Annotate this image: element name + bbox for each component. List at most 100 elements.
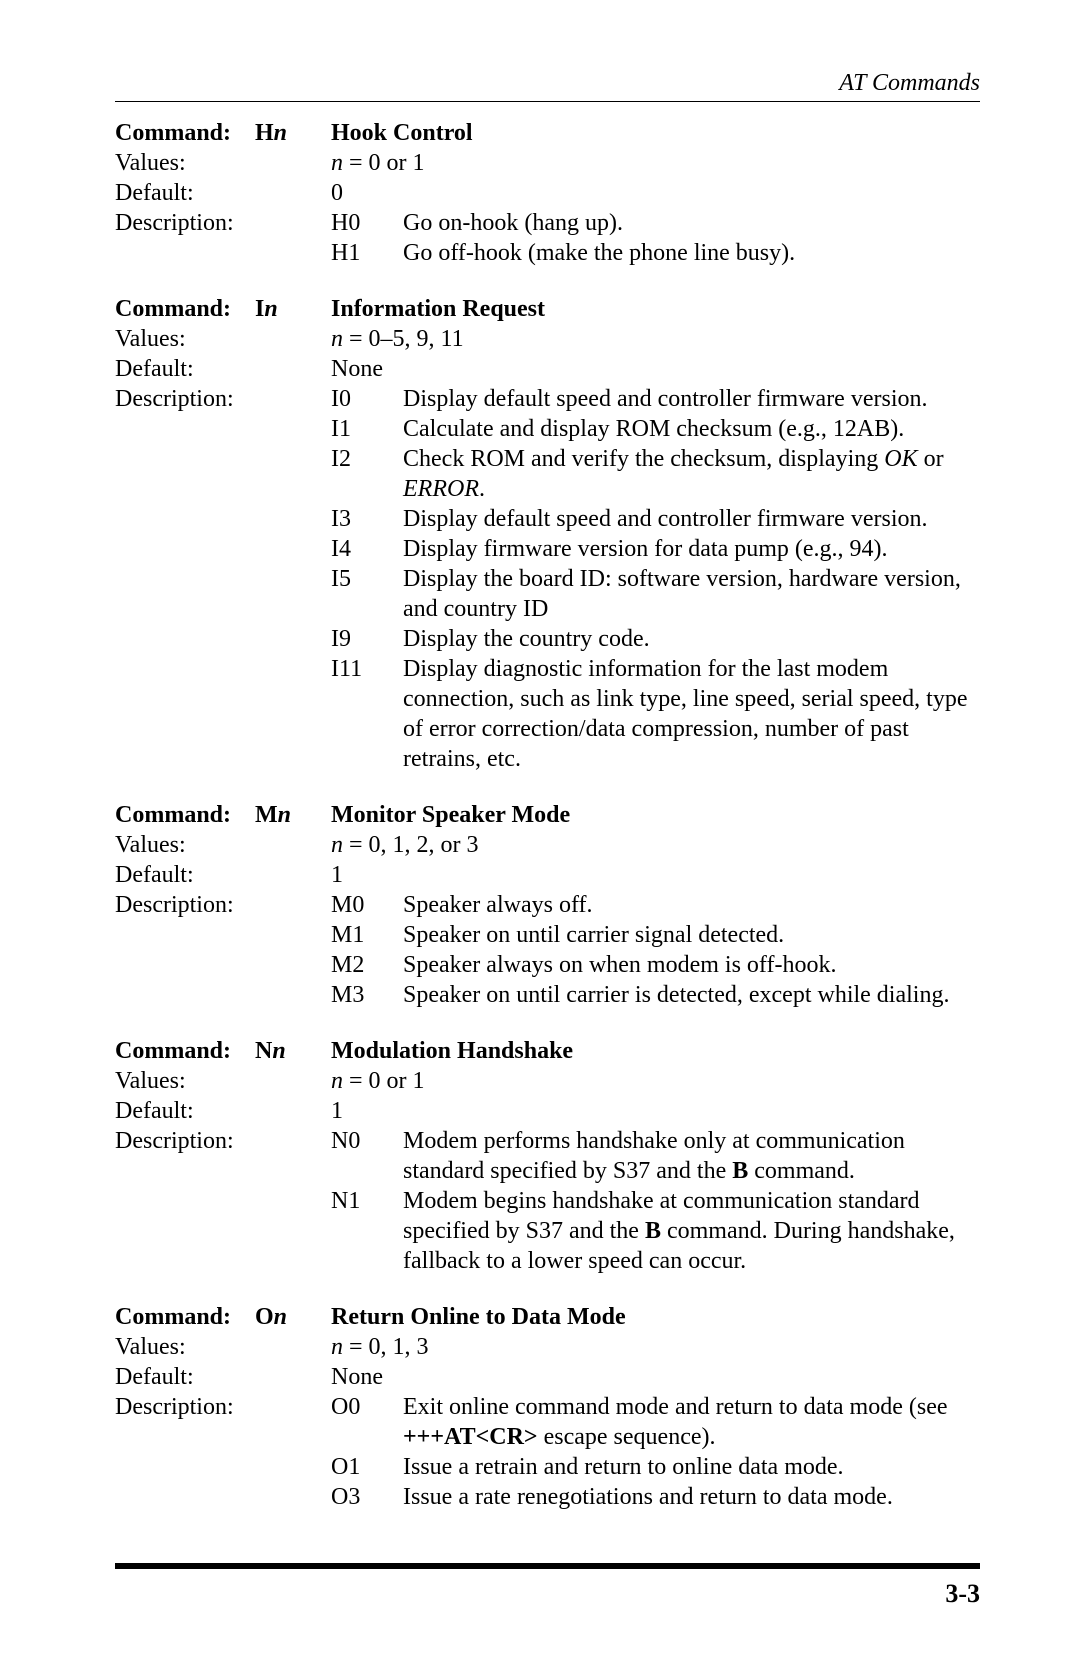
- description-row: H1Go off-hook (make the phone line busy)…: [115, 238, 980, 268]
- option-code: I1: [331, 414, 403, 444]
- content-body: Command:HnHook ControlValues:n = 0 or 1D…: [115, 118, 980, 1512]
- option-code: I2: [331, 444, 403, 474]
- label-description: Description:: [115, 1392, 255, 1422]
- page: AT Commands Command:HnHook ControlValues…: [0, 0, 1080, 1669]
- option-desc: Modem performs handshake only at communi…: [403, 1126, 980, 1186]
- option-code: I3: [331, 504, 403, 534]
- label-command: Command:: [115, 800, 255, 830]
- values-text: n = 0, 1, 3: [331, 1332, 980, 1362]
- option-code: M3: [331, 980, 403, 1010]
- default-row: Default:1: [115, 1096, 980, 1126]
- option-code: I11: [331, 654, 403, 684]
- description-row: Description: N0Modem performs handshake o…: [115, 1126, 980, 1186]
- label-values: Values:: [115, 148, 255, 178]
- description-row: O1Issue a retrain and return to online d…: [115, 1452, 980, 1482]
- command-title-row: Command:OnReturn Online to Data Mode: [115, 1302, 980, 1332]
- command-title-row: Command:HnHook Control: [115, 118, 980, 148]
- description-row: M1Speaker on until carrier signal detect…: [115, 920, 980, 950]
- option-desc: Go on-hook (hang up).: [403, 208, 980, 238]
- values-row: Values:n = 0 or 1: [115, 1066, 980, 1096]
- option-desc: Speaker always off.: [403, 890, 980, 920]
- description-row: I2Check ROM and verify the checksum, dis…: [115, 444, 980, 504]
- label-default: Default:: [115, 1362, 255, 1392]
- option-code: H1: [331, 238, 403, 268]
- option-code: I9: [331, 624, 403, 654]
- option-desc: Speaker always on when modem is off-hook…: [403, 950, 980, 980]
- command-title: Return Online to Data Mode: [331, 1302, 980, 1332]
- values-text: n = 0–5, 9, 11: [331, 324, 980, 354]
- label-default: Default:: [115, 1096, 255, 1126]
- values-text: n = 0 or 1: [331, 148, 980, 178]
- command-title-row: Command:NnModulation Handshake: [115, 1036, 980, 1066]
- command-title: Modulation Handshake: [331, 1036, 980, 1066]
- option-code: I0: [331, 384, 403, 414]
- option-code: N0: [331, 1126, 403, 1156]
- label-description: Description:: [115, 890, 255, 920]
- option-code: M0: [331, 890, 403, 920]
- option-desc: Display the board ID: software version, …: [403, 564, 980, 624]
- title-right: Monitor Speaker Mode: [331, 800, 980, 830]
- title-right: Hook Control: [331, 118, 980, 148]
- command-symbol: Hn: [255, 118, 331, 148]
- title-right: Information Request: [331, 294, 980, 324]
- option-desc: Display default speed and controller fir…: [403, 504, 980, 534]
- description-row: I4Display firmware version for data pump…: [115, 534, 980, 564]
- option-desc: Display firmware version for data pump (…: [403, 534, 980, 564]
- command-title: Hook Control: [331, 118, 980, 148]
- option-desc: Check ROM and verify the checksum, displ…: [403, 444, 980, 504]
- page-number: 3-3: [115, 1579, 980, 1609]
- option-desc: Go off-hook (make the phone line busy).: [403, 238, 980, 268]
- command-title: Monitor Speaker Mode: [331, 800, 980, 830]
- description-row: I3Display default speed and controller f…: [115, 504, 980, 534]
- label-command: Command:: [115, 1302, 255, 1332]
- command-symbol: Nn: [255, 1036, 331, 1066]
- option-desc: Speaker on until carrier signal detected…: [403, 920, 980, 950]
- label-description: Description:: [115, 208, 255, 238]
- command-block: Command:InInformation RequestValues: n = …: [115, 294, 980, 774]
- default-row: Default: None: [115, 1362, 980, 1392]
- label-description: Description:: [115, 1126, 255, 1156]
- option-code: M2: [331, 950, 403, 980]
- command-title: Information Request: [331, 294, 980, 324]
- default-row: Default:None: [115, 354, 980, 384]
- description-row: Description:I0Display default speed and …: [115, 384, 980, 414]
- default-value: 0: [331, 178, 980, 208]
- label-command: Command:: [115, 1036, 255, 1066]
- label-values: Values:: [115, 1332, 255, 1362]
- option-desc: Modem begins handshake at communication …: [403, 1186, 980, 1276]
- label-values: Values:: [115, 324, 255, 354]
- option-desc: Speaker on until carrier is detected, ex…: [403, 980, 980, 1010]
- title-right: Return Online to Data Mode: [331, 1302, 980, 1332]
- label-command: Command:: [115, 118, 255, 148]
- label-default: Default:: [115, 860, 255, 890]
- page-header: AT Commands: [115, 70, 980, 102]
- default-row: Default: 1: [115, 860, 980, 890]
- description-row: M3Speaker on until carrier is detected, …: [115, 980, 980, 1010]
- label-values: Values:: [115, 1066, 255, 1096]
- command-block: Command:OnReturn Online to Data ModeValu…: [115, 1302, 980, 1512]
- title-right: Modulation Handshake: [331, 1036, 980, 1066]
- label-description: Description:: [115, 384, 255, 414]
- option-desc: Exit online command mode and return to d…: [403, 1392, 980, 1452]
- command-symbol: On: [255, 1302, 331, 1332]
- header-rule: [115, 101, 980, 102]
- label-default: Default:: [115, 178, 255, 208]
- header-title: AT Commands: [115, 70, 980, 101]
- option-desc: Display diagnostic information for the l…: [403, 654, 980, 774]
- description-row: I11Display diagnostic information for th…: [115, 654, 980, 774]
- description-row: Description:O0Exit online command mode a…: [115, 1392, 980, 1452]
- values-row: Values:n = 0, 1, 2, or 3: [115, 830, 980, 860]
- command-symbol: Mn: [255, 800, 331, 830]
- command-title-row: Command:MnMonitor Speaker Mode: [115, 800, 980, 830]
- default-value: None: [331, 1362, 980, 1392]
- command-title-row: Command:InInformation Request: [115, 294, 980, 324]
- description-row: M2Speaker always on when modem is off-ho…: [115, 950, 980, 980]
- description-row: N1Modem begins handshake at communicatio…: [115, 1186, 980, 1276]
- command-symbol: In: [255, 294, 331, 324]
- description-row: I9Display the country code.: [115, 624, 980, 654]
- description-row: Description:H0Go on-hook (hang up).: [115, 208, 980, 238]
- command-block: Command:HnHook ControlValues:n = 0 or 1D…: [115, 118, 980, 268]
- label-values: Values:: [115, 830, 255, 860]
- default-value: 1: [331, 860, 980, 890]
- option-code: M1: [331, 920, 403, 950]
